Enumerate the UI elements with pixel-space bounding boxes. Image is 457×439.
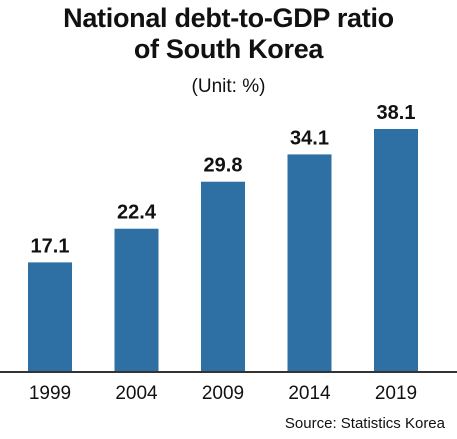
source-note: Source: Statistics Korea xyxy=(284,415,445,432)
chart-title-line-2: of South Korea xyxy=(133,34,324,64)
x-tick-label-2004: 2004 xyxy=(115,383,158,404)
data-label-2004: 22.4 xyxy=(117,202,157,224)
x-tick-label-2014: 2014 xyxy=(288,383,331,404)
bar-2014 xyxy=(287,154,332,371)
unit-label: (Unit: %) xyxy=(191,76,266,97)
bar-1999 xyxy=(28,262,72,371)
data-label-2009: 29.8 xyxy=(204,155,243,177)
x-tick-label-2019: 2019 xyxy=(375,383,417,404)
data-label-2019: 38.1 xyxy=(377,102,416,124)
chart-title-line-1: National debt-to-GDP ratio xyxy=(63,3,394,33)
data-label-1999: 17.1 xyxy=(31,235,70,257)
bar-2019 xyxy=(374,129,418,371)
bar-2009 xyxy=(201,181,245,371)
data-label-2014: 34.1 xyxy=(290,127,329,149)
x-tick-label-2009: 2009 xyxy=(202,383,244,404)
bar-2004 xyxy=(114,228,159,371)
x-tick-label-1999: 1999 xyxy=(29,383,71,404)
